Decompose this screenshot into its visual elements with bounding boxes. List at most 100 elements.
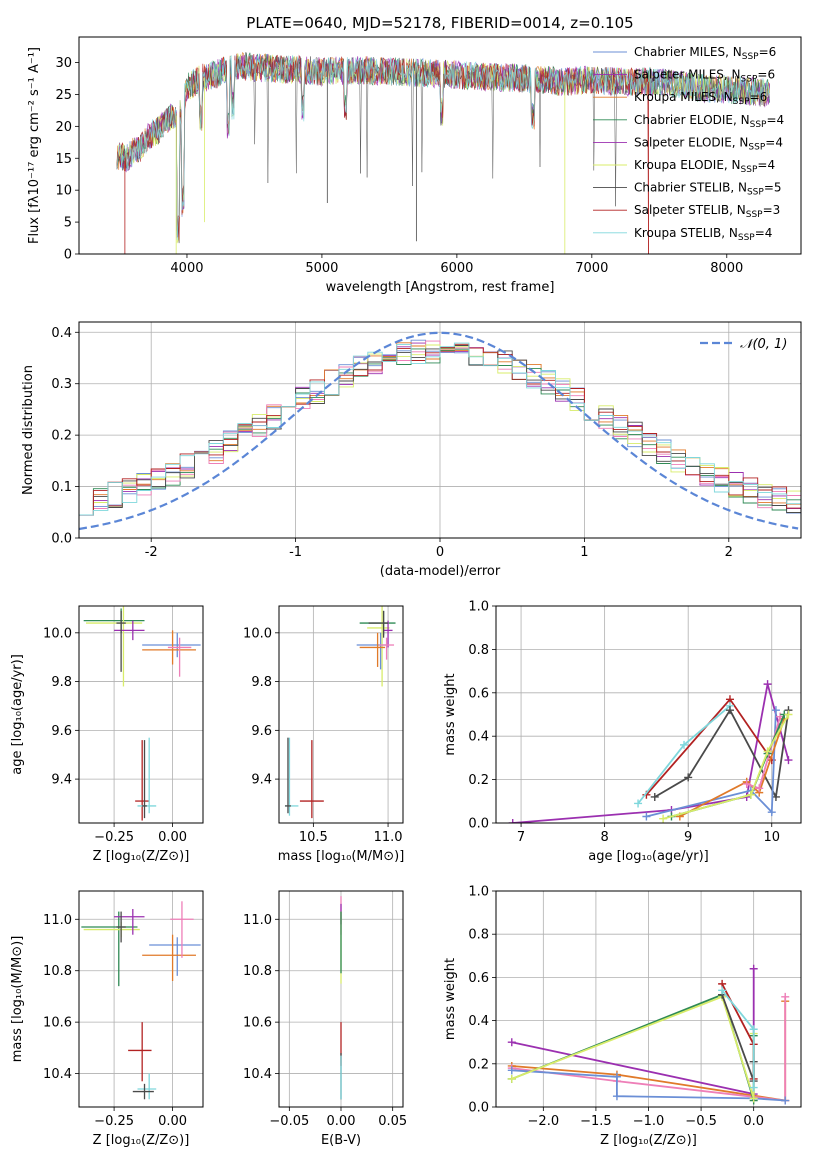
legend-label: Kroupa STELIB, NSSP=4 (634, 226, 772, 243)
x-axis-label: mass [log₁₀(M/M⊙)] (278, 849, 405, 864)
gaussian-curve (79, 331, 799, 531)
weight-marker (659, 814, 668, 823)
y-axis-label: Normed distribution (21, 365, 36, 495)
grid-mass-vs-Z (79, 891, 203, 1107)
plot-area-mass-vs-Z (81, 901, 201, 1100)
weight-marker (718, 986, 727, 995)
x-tick-label: -2 (145, 545, 158, 560)
y-tick-label: 10.4 (243, 1067, 272, 1082)
plot-area-spectrum (116, 52, 770, 254)
x-tick-label: 1 (580, 545, 588, 560)
panel-age-vs-mass: 10.5 11.0 9.4 9.6 9.8 10.0 mass [log₁₀(M/M⊙)] (243, 605, 405, 864)
y-axis-label: mass weight (443, 958, 458, 1040)
legend: Chabrier MILES, NSSP=6 Salpeter MILES, NS… (593, 45, 784, 243)
y-tick-label: 10.6 (43, 1016, 72, 1031)
panel-residuals: -2 -1 0 1 2 0.0 0.1 0.2 0.3 0.4 (data-model)/error… (21, 321, 802, 579)
plot-area-weight-vs-age (508, 680, 793, 823)
x-tick-label: 0.0 (743, 1114, 764, 1129)
y-tick-label: 15 (55, 152, 72, 167)
y-tick-label: 0.0 (468, 817, 489, 832)
y-tick-label: 0.2 (51, 429, 72, 444)
weight-marker (749, 964, 758, 973)
panel-mass-vs-EBV: −0.05 0.00 0.05 10.4 10.6 10.8 11.0 E(B-V) (243, 890, 407, 1148)
y-tick-label: 10.0 (243, 626, 272, 641)
weight-marker (650, 792, 659, 801)
plot-area-age-vs-mass (284, 606, 396, 819)
weight-line (511, 993, 755, 1101)
legend-label: Chabrier MILES, NSSP=6 (634, 45, 776, 62)
y-tick-label: 0.8 (468, 643, 489, 658)
x-tick-label: 4000 (170, 261, 203, 276)
weight-marker (784, 710, 793, 719)
x-tick-label: 2 (725, 545, 733, 560)
y-tick-label: 0.4 (468, 1014, 489, 1029)
y-tick-label: 11.0 (243, 913, 272, 928)
weight-marker (684, 773, 693, 782)
x-tick-label: -1 (289, 545, 302, 560)
plot-area-residuals (79, 331, 801, 531)
weight-marker (507, 1074, 516, 1083)
x-axis-label: (data-model)/error (380, 564, 501, 579)
weight-line (511, 996, 787, 1102)
y-tick-label: 10.4 (43, 1067, 72, 1082)
weight-marker (612, 1092, 621, 1101)
legend-label: 𝒩(0, 1) (740, 337, 787, 352)
legend-label: Kroupa MILES, NSSP=6 (634, 90, 767, 107)
weight-line (512, 683, 790, 823)
panel-mass-vs-Z: −0.25 0.00 10.4 10.6 10.8 11.0 Z [log₁₀(Z/Z⊙)]… (10, 890, 204, 1148)
y-tick-label: 0.4 (468, 730, 489, 745)
legend: 𝒩(0, 1) (700, 337, 787, 352)
y-tick-label: 0.6 (468, 686, 489, 701)
weight-marker (781, 1096, 790, 1105)
axes-frame (278, 605, 404, 824)
x-tick-label: −1.0 (633, 1114, 665, 1129)
histogram-series (79, 342, 801, 516)
x-axis-label: Z [log₁₀(Z/Z⊙)] (93, 1133, 190, 1148)
spectrum-line (116, 53, 649, 254)
y-tick-label: 10.6 (243, 1016, 272, 1031)
weight-marker (755, 784, 764, 793)
grid-residuals (79, 322, 801, 539)
panel-age-vs-Z: −0.25 0.00 9.4 9.6 9.8 10.0 Z [log₁₀(Z/Z⊙)] age… (10, 605, 204, 864)
y-tick-label: 25 (55, 88, 72, 103)
x-tick-label: 8 (600, 830, 608, 845)
y-axis-label: mass weight (443, 673, 458, 755)
legend-label: Chabrier STELIB, NSSP=5 (634, 181, 782, 198)
x-tick-label: 10.5 (299, 830, 328, 845)
y-tick-label: 9.6 (51, 724, 72, 739)
x-tick-label: 0.00 (158, 830, 187, 845)
weight-marker (763, 747, 772, 756)
weight-marker (507, 1038, 516, 1047)
x-tick-label: 7000 (575, 261, 608, 276)
grid-weight-vs-Z (496, 890, 801, 1108)
x-tick-label: 0 (436, 545, 444, 560)
x-tick-label: −0.5 (685, 1114, 717, 1129)
legend-label: Salpeter ELODIE, NSSP=4 (634, 135, 783, 152)
legend-label: Kroupa ELODIE, NSSP=4 (634, 158, 775, 175)
axes-frame (495, 605, 802, 824)
y-tick-label: 0.6 (468, 971, 489, 986)
axes-frame (78, 36, 802, 255)
y-tick-label: 0.4 (51, 326, 72, 341)
y-tick-label: 0.0 (51, 532, 72, 547)
x-tick-label: 11.0 (374, 830, 403, 845)
weight-marker (634, 799, 643, 808)
axes-frame (78, 605, 204, 824)
panel-spectrum: 4000 5000 6000 7000 8000 0 5 10 15 20 25 30 waveleng… (27, 14, 802, 295)
weight-marker (642, 812, 651, 821)
plot-area-weight-vs-Z (507, 964, 790, 1105)
y-tick-label: 0.0 (468, 1101, 489, 1116)
axes-frame (78, 890, 204, 1108)
y-tick-label: 0 (64, 248, 72, 263)
x-axis-label: wavelength [Angstrom, rest frame] (326, 280, 555, 295)
y-tick-label: 1.0 (468, 885, 489, 900)
weight-marker (749, 1083, 758, 1092)
weight-marker (767, 808, 776, 817)
x-tick-label: 0.00 (158, 1114, 187, 1129)
chart-title: PLATE=0640, MJD=52178, FIBERID=0014, z=0… (246, 14, 633, 32)
y-tick-label: 10.8 (243, 964, 272, 979)
x-tick-label: 0.05 (378, 1114, 407, 1129)
grid-age-vs-Z (79, 606, 203, 823)
grid-age-vs-mass (279, 606, 403, 823)
